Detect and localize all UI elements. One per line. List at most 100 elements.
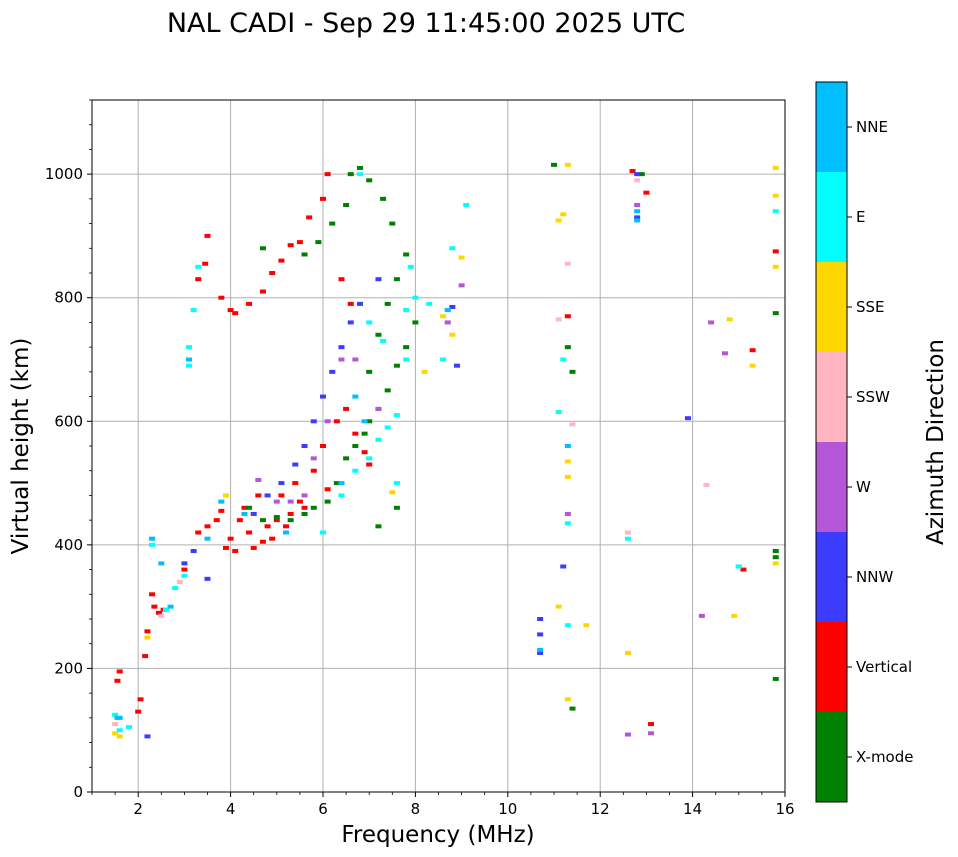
- y-tick-label: 400: [54, 536, 83, 554]
- data-point-w: [352, 357, 359, 362]
- data-point-sse: [564, 697, 571, 702]
- data-point-e: [440, 357, 447, 362]
- data-point-nne: [283, 530, 290, 535]
- data-point-sse: [726, 317, 733, 322]
- data-point-w: [708, 320, 715, 325]
- data-point-e: [112, 712, 119, 717]
- data-point-e: [403, 308, 410, 313]
- data-point-vertical: [361, 450, 368, 455]
- data-point-nnw: [310, 419, 317, 424]
- data-point-sse: [222, 493, 229, 498]
- colorbar-label-vertical: Vertical: [856, 658, 912, 676]
- data-point-x-mode: [301, 252, 308, 257]
- data-point-e: [560, 357, 567, 362]
- data-point-x-mode: [333, 481, 340, 486]
- data-point-vertical: [246, 301, 253, 306]
- data-point-nne: [634, 209, 641, 214]
- data-point-x-mode: [246, 505, 253, 510]
- data-point-sse: [458, 255, 465, 260]
- data-point-vertical: [301, 505, 308, 510]
- y-tick-label: 1000: [45, 165, 83, 183]
- data-point-vertical: [273, 518, 280, 523]
- data-point-x-mode: [772, 676, 779, 681]
- data-point-vertical: [324, 172, 331, 177]
- data-point-w: [648, 731, 655, 736]
- data-point-sse: [564, 162, 571, 167]
- data-point-vertical: [648, 722, 655, 727]
- y-tick-label: 600: [54, 412, 83, 430]
- data-point-e: [393, 413, 400, 418]
- x-tick-label: 12: [591, 800, 610, 818]
- data-point-x-mode: [361, 431, 368, 436]
- data-point-x-mode: [329, 221, 336, 226]
- data-point-e: [772, 209, 779, 214]
- data-point-sse: [112, 731, 119, 736]
- data-point-sse: [560, 212, 567, 217]
- data-point-vertical: [278, 258, 285, 263]
- data-point-sse: [772, 193, 779, 198]
- data-point-x-mode: [403, 345, 410, 350]
- data-point-e: [380, 338, 387, 343]
- colorbar-segment-w: [816, 442, 847, 532]
- data-point-nnw: [375, 277, 382, 282]
- data-point-vertical: [195, 277, 202, 282]
- data-point-x-mode: [273, 515, 280, 520]
- colorbar-label-x-mode: X-mode: [856, 748, 913, 766]
- colorbar-frame: [815, 81, 848, 803]
- data-point-nnw: [264, 493, 271, 498]
- data-point-nne: [444, 308, 451, 313]
- data-point-e: [624, 536, 631, 541]
- data-point-vertical: [213, 518, 220, 523]
- data-point-nnw: [250, 511, 257, 516]
- data-point-w: [458, 283, 465, 288]
- data-point-nne: [158, 561, 165, 566]
- data-point-nnw: [537, 617, 544, 621]
- colorbar-label-ssw: SSW: [856, 388, 890, 406]
- data-point-nnw: [684, 416, 691, 421]
- colorbar-segment-e: [816, 172, 847, 262]
- data-point-nnw: [634, 215, 641, 220]
- data-point-nne: [167, 604, 174, 609]
- data-point-nnw: [356, 301, 363, 306]
- data-point-sse: [583, 623, 590, 628]
- colorbar-segment-ssw: [816, 352, 847, 442]
- data-point-ssw: [624, 530, 631, 535]
- data-point-nnw: [329, 369, 336, 374]
- data-point-vertical: [155, 610, 162, 615]
- data-point-x-mode: [772, 549, 779, 554]
- data-point-vertical: [287, 511, 294, 516]
- data-point-vertical: [250, 545, 257, 550]
- data-point-sse: [624, 650, 631, 655]
- data-point-vertical: [236, 518, 243, 523]
- data-point-vertical: [232, 549, 239, 554]
- data-point-nne: [186, 357, 193, 362]
- data-point-e: [412, 295, 419, 300]
- data-point-x-mode: [384, 301, 391, 306]
- y-tick-label: 200: [54, 659, 83, 677]
- data-point-sse: [772, 561, 779, 566]
- data-point-x-mode: [564, 345, 571, 350]
- data-point-w: [338, 357, 345, 362]
- colorbar-label-nnw: NNW: [856, 568, 893, 586]
- data-point-vertical: [338, 277, 345, 282]
- data-point-x-mode: [375, 332, 382, 337]
- data-point-vertical: [347, 301, 354, 306]
- data-point-nne: [352, 394, 359, 399]
- data-point-vertical: [246, 530, 253, 535]
- data-point-w: [287, 499, 294, 504]
- data-point-e: [172, 586, 179, 591]
- data-point-sse: [731, 613, 738, 618]
- data-point-e: [162, 607, 169, 612]
- data-point-ssw: [176, 579, 183, 584]
- data-point-w: [310, 456, 317, 461]
- data-point-x-mode: [551, 162, 557, 167]
- data-point-vertical: [218, 295, 225, 300]
- data-point-w: [624, 732, 631, 737]
- data-point-nne: [338, 481, 345, 486]
- data-point-x-mode: [772, 311, 779, 316]
- data-point-vertical: [241, 505, 248, 510]
- data-point-x-mode: [569, 706, 576, 711]
- data-point-vertical: [232, 311, 239, 316]
- data-point-x-mode: [301, 511, 308, 516]
